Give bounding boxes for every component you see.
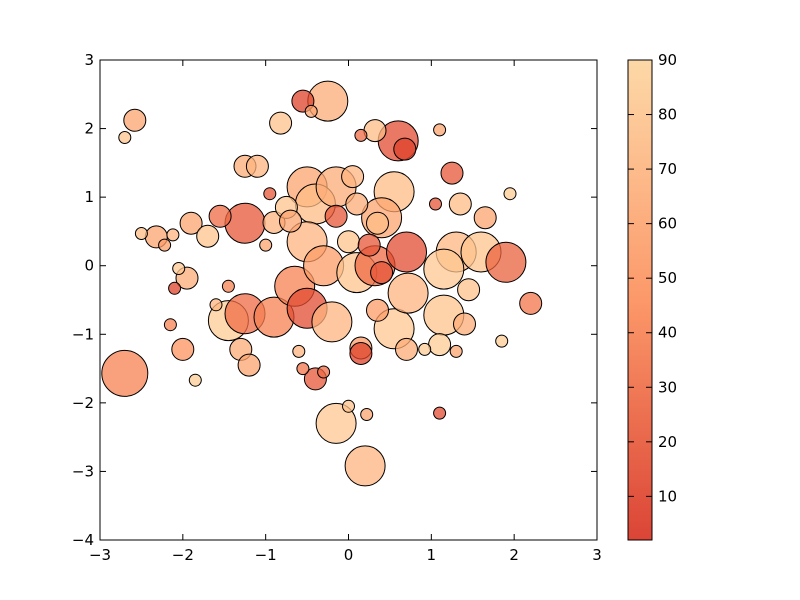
scatter-point — [360, 408, 374, 421]
y-tick-label: −4 — [72, 531, 94, 549]
scatter-point — [449, 344, 463, 358]
colorbar-tick-label: 80 — [658, 106, 677, 124]
scatter-point — [363, 119, 387, 143]
colorbar-tick-label: 30 — [658, 378, 677, 396]
scatter-point — [224, 202, 266, 244]
scatter-point — [503, 187, 517, 201]
colorbar-tick-label: 70 — [658, 160, 677, 178]
scatter-point — [354, 128, 368, 142]
scatter-point — [349, 342, 373, 365]
scatter-point — [123, 108, 147, 132]
colorbar-tick-label: 10 — [658, 487, 677, 505]
scatter-point — [370, 261, 394, 285]
scatter-point — [393, 137, 417, 161]
scatter-point — [163, 318, 177, 332]
scatter-point — [440, 161, 464, 185]
colorbar-tick-label: 60 — [658, 215, 677, 233]
scatter-point — [315, 402, 357, 444]
scatter-point — [423, 248, 465, 290]
scatter-point — [279, 209, 302, 233]
scatter-point — [342, 399, 355, 413]
y-tick-label: −1 — [72, 325, 94, 343]
scatter-point — [337, 230, 360, 254]
colorbar-tick-label: 90 — [658, 51, 677, 69]
scatter-point — [221, 279, 235, 293]
x-tick-label: 1 — [427, 546, 437, 564]
scatter-point — [357, 233, 381, 257]
x-axis: −3 −2 −1 0 1 2 3 — [89, 60, 602, 564]
y-tick-label: −3 — [72, 462, 94, 480]
scatter-point — [263, 187, 277, 201]
scatter-point — [317, 365, 331, 379]
scatter-point — [433, 123, 447, 137]
scatter-point — [172, 262, 186, 275]
scatter-point — [296, 362, 310, 376]
scatter-point — [269, 111, 293, 135]
scatter-point — [158, 238, 172, 252]
scatter-point — [485, 241, 527, 283]
scatter-point — [208, 204, 232, 228]
scatter-point — [519, 291, 543, 315]
scatter-point — [118, 131, 132, 144]
scatter-points — [101, 80, 543, 487]
scatter-point — [453, 312, 476, 336]
scatter-point — [457, 278, 481, 302]
y-tick-label: −2 — [72, 394, 94, 412]
scatter-point — [311, 301, 353, 343]
x-tick-label: −1 — [255, 546, 277, 564]
scatter-point — [209, 298, 223, 312]
scatter-point — [386, 231, 427, 273]
y-tick-label: 1 — [84, 188, 94, 206]
scatter-point — [433, 406, 447, 420]
y-tick-label: 2 — [84, 120, 94, 138]
scatter-point — [345, 192, 369, 216]
scatter-point — [418, 342, 432, 356]
scatter-point — [341, 165, 365, 189]
scatter-point — [344, 445, 386, 487]
scatter-point — [387, 272, 429, 314]
scatter-point — [366, 211, 389, 235]
scatter-point — [292, 344, 306, 358]
scatter-point — [448, 192, 472, 216]
y-axis: −4 −3 −2 −1 0 1 2 3 — [72, 51, 597, 549]
x-tick-label: 0 — [344, 546, 354, 564]
x-tick-label: −3 — [89, 546, 111, 564]
scatter-point — [429, 197, 442, 211]
y-tick-label: 0 — [84, 257, 94, 275]
colorbar — [627, 59, 653, 541]
scatter-point — [304, 104, 318, 118]
scatter-point — [168, 281, 182, 295]
scatter-point — [245, 154, 269, 178]
scatter-point — [196, 224, 220, 248]
scatter-point — [428, 333, 452, 357]
scatter-point — [171, 337, 195, 361]
colorbar-tick-label: 50 — [658, 269, 677, 287]
colorbar-tick-label: 40 — [658, 324, 677, 342]
scatter-point — [101, 349, 149, 397]
colorbar-tick-label: 20 — [658, 433, 677, 451]
scatter-point — [259, 238, 273, 252]
scatter-point — [188, 373, 202, 387]
scatter-point — [166, 228, 180, 242]
x-tick-label: 3 — [592, 546, 602, 564]
scatter-point — [179, 211, 203, 235]
scatter-point — [134, 227, 148, 240]
scatter-point — [366, 298, 389, 322]
colorbar-axis: 10 20 30 40 50 60 70 80 90 — [628, 51, 677, 505]
scatter-point — [495, 334, 509, 348]
scatter-point — [395, 337, 418, 361]
scatter-point — [473, 206, 497, 230]
x-tick-label: 2 — [509, 546, 519, 564]
y-tick-label: 3 — [84, 51, 94, 69]
scatter-point — [237, 353, 261, 377]
scatter-point — [324, 204, 348, 228]
x-tick-label: −2 — [172, 546, 194, 564]
